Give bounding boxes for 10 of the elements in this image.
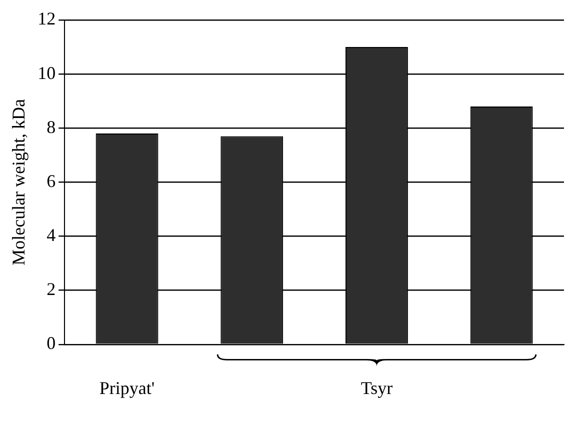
y-axis-title: Molecular weight, kDa	[8, 98, 29, 266]
y-tick-label: 6	[46, 170, 56, 191]
y-tick-label: 8	[46, 116, 56, 137]
y-tick-label: 2	[46, 279, 56, 300]
y-tick-label: 4	[46, 225, 56, 245]
x-tick-label: Tsyr	[360, 378, 393, 398]
x-tick-label: Pripyat'	[99, 378, 155, 398]
y-tick-label: 10	[38, 62, 56, 83]
y-tick-label: 12	[38, 8, 56, 29]
y-tick-label: 0	[46, 333, 56, 354]
